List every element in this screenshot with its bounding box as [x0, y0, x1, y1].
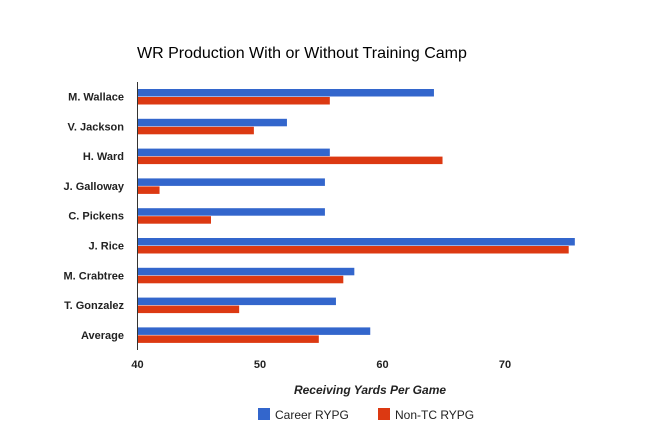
bars-group [138, 89, 575, 343]
legend-swatch [378, 408, 390, 420]
category-label: T. Gonzalez [64, 300, 124, 312]
category-label: M. Crabtree [63, 270, 124, 282]
bar-career-1 [138, 118, 287, 127]
legend-swatch [258, 408, 270, 420]
x-axis-title: Receiving Yards Per Game [294, 383, 446, 397]
bar-career-6 [138, 267, 355, 276]
category-label: J. Galloway [63, 181, 124, 193]
legend-label: Career RYPG [275, 408, 349, 422]
category-label: Average [81, 330, 124, 342]
legend: Career RYPG Non-TC RYPG [258, 408, 474, 422]
bar-career-5 [138, 238, 575, 246]
x-tick-label: 70 [499, 359, 511, 371]
x-tick-labels: 40 50 60 70 [131, 359, 511, 371]
bar-career-8 [138, 327, 371, 335]
bar-non-tc-3 [138, 186, 160, 194]
bar-career-2 [138, 148, 330, 157]
chart-title: WR Production With or Without Training C… [137, 45, 467, 62]
bar-career-0 [138, 89, 434, 97]
x-tick-label: 40 [131, 359, 143, 371]
legend-item-non-tc: Non-TC RYPG [378, 408, 474, 422]
category-label: C. Pickens [68, 211, 124, 223]
legend-item-career: Career RYPG [258, 408, 349, 422]
category-label: V. Jackson [68, 121, 125, 133]
bar-non-tc-6 [138, 275, 344, 284]
legend-label: Non-TC RYPG [395, 408, 474, 422]
category-label: J. Rice [89, 241, 124, 253]
x-tick-label: 50 [254, 359, 266, 371]
bar-non-tc-7 [138, 305, 240, 314]
bar-career-4 [138, 208, 325, 216]
bar-non-tc-4 [138, 216, 211, 224]
bar-non-tc-5 [138, 246, 569, 254]
category-label: M. Wallace [68, 92, 124, 104]
x-tick-label: 60 [376, 359, 388, 371]
bar-non-tc-1 [138, 126, 254, 135]
category-labels: M. Wallace V. Jackson H. Ward J. Galloway C.… [63, 92, 124, 342]
bar-non-tc-0 [138, 97, 330, 105]
bar-non-tc-8 [138, 335, 319, 343]
bar-career-7 [138, 297, 336, 306]
bar-career-3 [138, 178, 325, 186]
bar-non-tc-2 [138, 156, 443, 165]
category-label: H. Ward [83, 151, 124, 163]
